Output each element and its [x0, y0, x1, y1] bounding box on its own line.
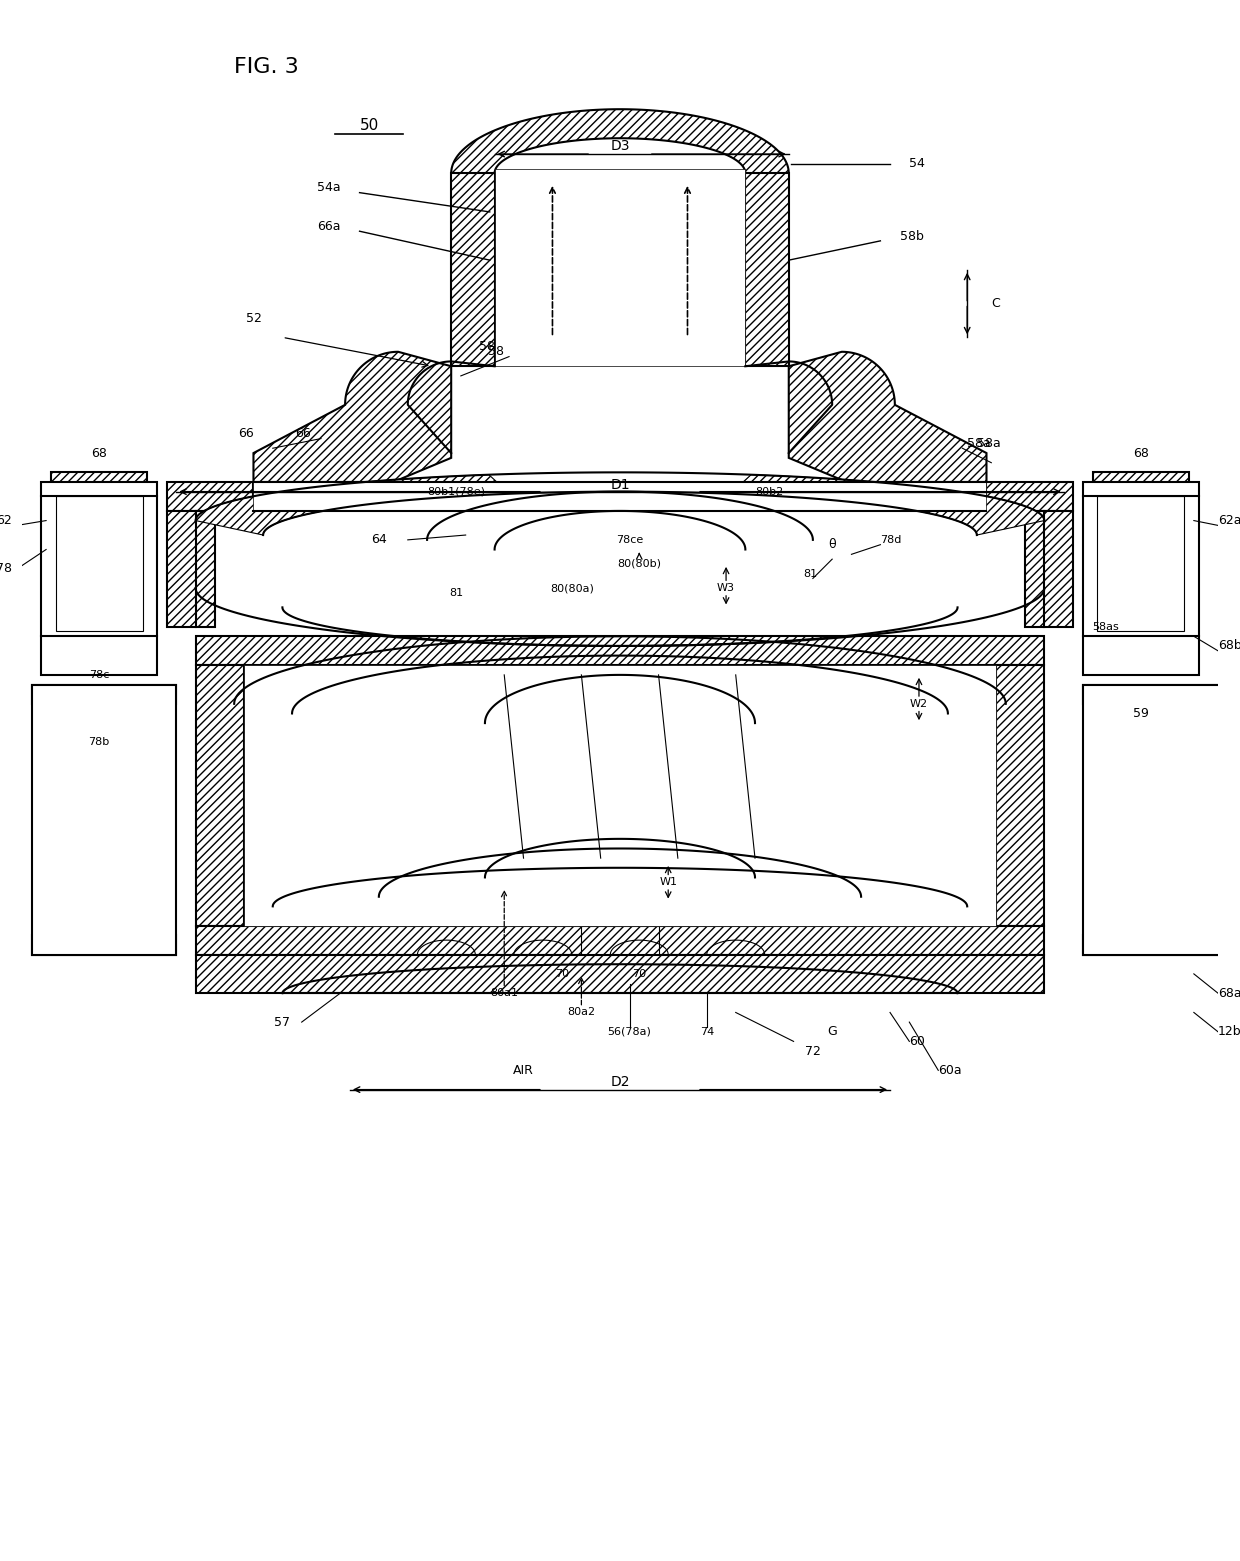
- Text: 50: 50: [360, 117, 379, 133]
- Text: D1: D1: [610, 478, 630, 492]
- Text: C: C: [991, 297, 999, 311]
- Text: 62: 62: [0, 514, 12, 528]
- Text: 70: 70: [632, 969, 646, 979]
- Polygon shape: [582, 926, 658, 974]
- Text: 58a: 58a: [967, 437, 991, 450]
- Polygon shape: [730, 475, 1044, 535]
- Polygon shape: [451, 109, 789, 173]
- Text: 58: 58: [489, 345, 505, 359]
- Text: D2: D2: [610, 1076, 630, 1090]
- Polygon shape: [166, 510, 215, 626]
- Text: 80a2: 80a2: [568, 1007, 595, 1018]
- Text: 58a: 58a: [977, 437, 1001, 450]
- Text: 80b1(78e): 80b1(78e): [427, 487, 485, 496]
- Polygon shape: [196, 637, 1044, 665]
- Polygon shape: [51, 473, 148, 496]
- Text: 81: 81: [804, 568, 817, 579]
- Text: 78d: 78d: [880, 535, 901, 545]
- Text: 68b: 68b: [1218, 640, 1240, 652]
- Polygon shape: [1025, 510, 1074, 626]
- Polygon shape: [253, 482, 987, 510]
- Text: 58: 58: [479, 340, 495, 353]
- Polygon shape: [196, 475, 510, 535]
- Polygon shape: [32, 935, 176, 955]
- Text: D3: D3: [610, 139, 630, 153]
- Text: 60: 60: [909, 1035, 925, 1047]
- Polygon shape: [745, 173, 789, 367]
- Polygon shape: [1083, 935, 1228, 955]
- Text: 80(80b): 80(80b): [618, 559, 661, 568]
- Text: W1: W1: [660, 877, 677, 887]
- Text: 58b: 58b: [900, 229, 924, 242]
- Text: G: G: [827, 1026, 837, 1038]
- Polygon shape: [1083, 685, 1228, 955]
- Polygon shape: [32, 685, 176, 704]
- Polygon shape: [1092, 473, 1189, 496]
- Text: 80b2: 80b2: [755, 487, 784, 496]
- Text: 78b: 78b: [88, 737, 110, 748]
- Polygon shape: [56, 496, 143, 632]
- Polygon shape: [196, 926, 1044, 955]
- Text: 80a1: 80a1: [490, 988, 518, 997]
- Text: θ: θ: [828, 539, 836, 551]
- Polygon shape: [32, 685, 176, 955]
- Text: 60a: 60a: [939, 1065, 962, 1077]
- Polygon shape: [1083, 482, 1199, 674]
- Text: 12b: 12b: [1218, 1026, 1240, 1038]
- Text: 81: 81: [449, 588, 463, 598]
- Polygon shape: [495, 169, 745, 367]
- Polygon shape: [244, 665, 996, 926]
- Text: 80(80a): 80(80a): [549, 584, 594, 593]
- Polygon shape: [1097, 496, 1184, 632]
- Text: 57: 57: [274, 1016, 290, 1029]
- Text: 70: 70: [556, 969, 569, 979]
- Text: 78c: 78c: [89, 670, 109, 681]
- Text: 68a: 68a: [1218, 987, 1240, 999]
- Polygon shape: [196, 665, 244, 926]
- Polygon shape: [41, 482, 157, 674]
- Polygon shape: [987, 482, 1074, 510]
- Polygon shape: [1083, 685, 1228, 704]
- Text: 54: 54: [909, 158, 925, 170]
- Text: 78: 78: [0, 562, 12, 576]
- Text: 78ce: 78ce: [616, 535, 644, 545]
- Text: 52: 52: [246, 312, 262, 325]
- Text: 66: 66: [238, 428, 253, 440]
- Polygon shape: [196, 955, 1044, 993]
- Text: 54a: 54a: [316, 181, 340, 194]
- Polygon shape: [789, 351, 987, 482]
- Text: W3: W3: [717, 584, 735, 593]
- Polygon shape: [996, 665, 1044, 926]
- Polygon shape: [253, 351, 451, 482]
- Text: W2: W2: [910, 699, 928, 709]
- Text: 74: 74: [699, 1027, 714, 1037]
- Text: 59: 59: [1133, 707, 1148, 720]
- Text: 56(78a): 56(78a): [608, 1027, 651, 1037]
- Text: 66: 66: [295, 428, 311, 440]
- Polygon shape: [166, 482, 253, 510]
- Text: 58as: 58as: [1092, 621, 1120, 632]
- Text: FIG. 3: FIG. 3: [234, 58, 299, 76]
- Text: 66a: 66a: [316, 220, 340, 233]
- Polygon shape: [451, 173, 495, 367]
- Text: 64: 64: [371, 534, 387, 546]
- Text: 68: 68: [92, 446, 107, 459]
- Text: AIR: AIR: [513, 1065, 534, 1077]
- Text: 72: 72: [805, 1044, 821, 1057]
- Text: 68: 68: [1133, 446, 1148, 459]
- Text: 62a: 62a: [1218, 514, 1240, 528]
